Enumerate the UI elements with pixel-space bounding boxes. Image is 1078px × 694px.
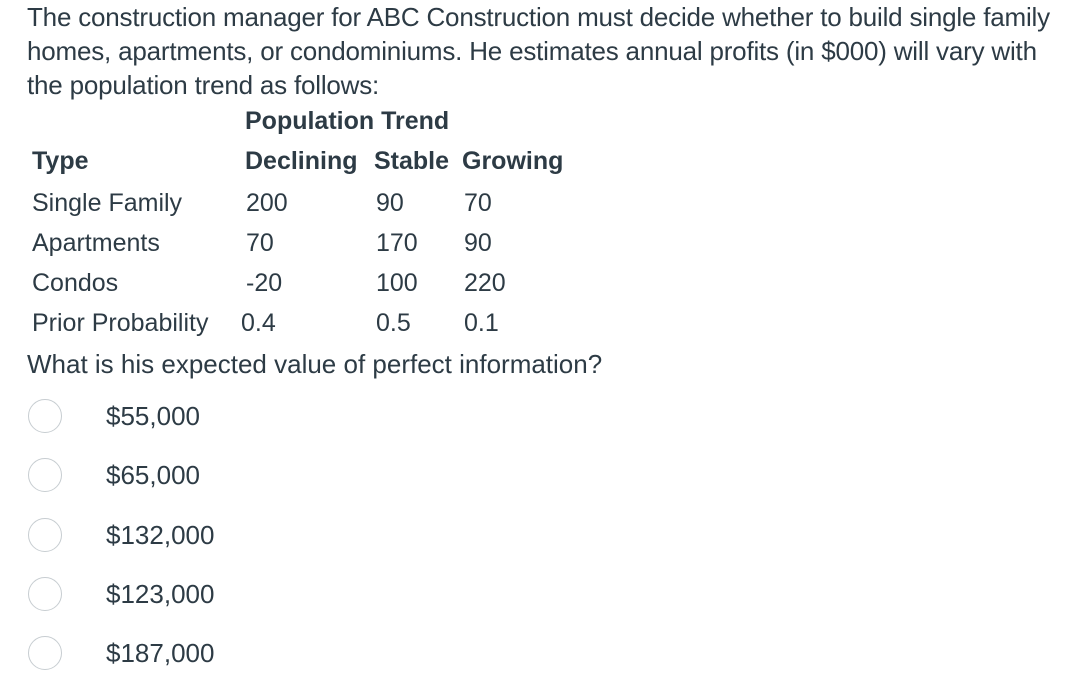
answer-option-label: $132,000 bbox=[106, 520, 215, 550]
answer-option-label: $187,000 bbox=[106, 638, 215, 668]
prior-growing: 0.1 bbox=[464, 309, 499, 337]
answer-option-label: $55,000 bbox=[106, 401, 200, 431]
radio-button[interactable] bbox=[28, 577, 62, 611]
answer-option-1[interactable]: $55,000 bbox=[28, 397, 428, 437]
cell-condos-declining: -20 bbox=[246, 269, 283, 297]
radio-button[interactable] bbox=[28, 518, 62, 552]
cell-condos-growing: 220 bbox=[464, 269, 506, 297]
radio-button[interactable] bbox=[28, 458, 62, 492]
answer-option-5[interactable]: $187,000 bbox=[28, 634, 428, 674]
row-label-single-family: Single Family bbox=[32, 189, 183, 217]
radio-button[interactable] bbox=[28, 636, 62, 670]
cell-condos-stable: 100 bbox=[376, 269, 418, 297]
question-text: The construction manager for ABC Constru… bbox=[27, 2, 1050, 100]
cell-single-family-declining: 200 bbox=[246, 189, 288, 217]
radio-button[interactable] bbox=[28, 399, 62, 433]
payoff-table: Population Trend Type Declining Stable G… bbox=[32, 104, 672, 344]
answer-option-label: $65,000 bbox=[106, 460, 200, 490]
answer-option-4[interactable]: $123,000 bbox=[28, 575, 428, 615]
column-header-growing: Growing bbox=[462, 147, 564, 175]
cell-single-family-growing: 70 bbox=[464, 189, 492, 217]
column-header-stable: Stable bbox=[374, 147, 450, 175]
row-label-prior-probability: Prior Probability bbox=[32, 309, 209, 337]
prior-stable: 0.5 bbox=[376, 309, 411, 337]
answer-option-3[interactable]: $132,000 bbox=[28, 516, 428, 556]
prior-declining: 0.4 bbox=[241, 309, 276, 337]
cell-apartments-growing: 90 bbox=[464, 229, 492, 257]
question-prompt: What is his expected value of perfect in… bbox=[27, 349, 603, 379]
type-header: Type bbox=[32, 147, 89, 175]
answer-option-2[interactable]: $65,000 bbox=[28, 456, 428, 496]
cell-apartments-declining: 70 bbox=[246, 229, 274, 257]
row-label-apartments: Apartments bbox=[32, 229, 160, 257]
cell-apartments-stable: 170 bbox=[376, 229, 418, 257]
column-header-declining: Declining bbox=[245, 147, 358, 175]
answer-option-label: $123,000 bbox=[106, 579, 215, 609]
population-trend-header: Population Trend bbox=[245, 107, 450, 135]
row-label-condos: Condos bbox=[32, 269, 119, 297]
cell-single-family-stable: 90 bbox=[376, 189, 404, 217]
